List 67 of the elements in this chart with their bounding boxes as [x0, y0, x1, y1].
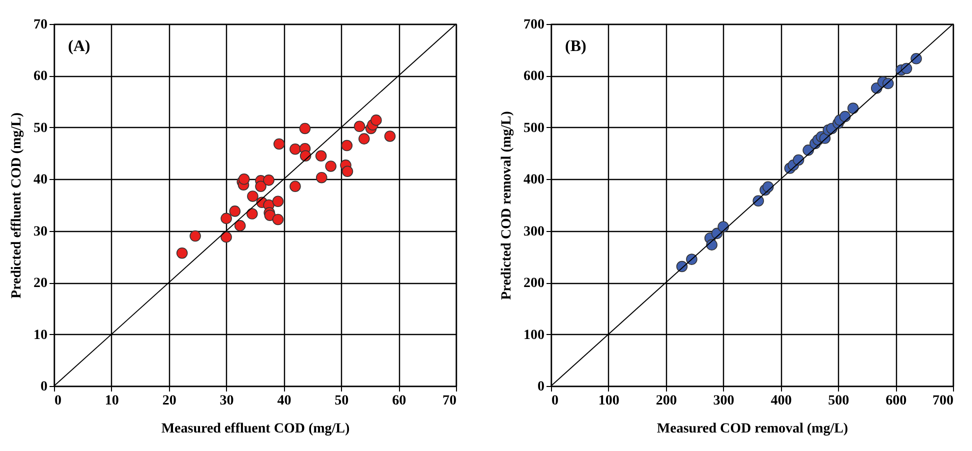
annotation: (A) [68, 38, 90, 55]
point [358, 133, 370, 144]
y-axis-title: Predicted COD removal (mg/L) [500, 110, 514, 300]
x-tick-label: 300 [713, 394, 734, 408]
point [384, 130, 396, 142]
y-tick-label: 500 [524, 120, 544, 136]
x-tick-label: 700 [932, 394, 954, 408]
point [325, 160, 336, 172]
point [272, 196, 284, 208]
x-tick-label: 200 [656, 394, 677, 408]
y-tick-label: 40 [34, 172, 48, 188]
x-tick-label: 50 [334, 394, 349, 408]
y-tick-label: 0 [538, 380, 544, 394]
annotation: (B) [565, 38, 586, 55]
x-tick-label: 30 [220, 394, 234, 408]
point [341, 140, 353, 152]
y-tick-label: 200 [524, 276, 544, 292]
y-tick-label: 60 [34, 69, 48, 84]
point [238, 174, 250, 185]
x-tick-label: 600 [886, 394, 907, 408]
x-axis-title: Measured effluent COD (mg/L) [161, 422, 350, 436]
point [264, 210, 276, 221]
y-tick-label: 30 [34, 224, 48, 240]
y-tick-label: 700 [524, 18, 544, 32]
x-tick-label: 60 [392, 394, 406, 408]
point [315, 150, 327, 162]
x-tick-label: 100 [598, 394, 620, 408]
y-tick-label: 70 [34, 18, 48, 32]
point [370, 114, 382, 126]
point [342, 166, 354, 178]
x-tick-label: 0 [54, 394, 62, 408]
x-tick-label: 0 [552, 394, 558, 408]
x-tick-label: 70 [442, 394, 456, 408]
y-tick-label: 100 [524, 328, 544, 343]
y-tick-label: 10 [34, 328, 48, 343]
x-axis-title: Measured COD removal (mg/L) [656, 422, 848, 436]
point [263, 174, 274, 186]
y-tick-label: 300 [524, 224, 544, 240]
y-tick-label: 20 [34, 276, 48, 292]
point [176, 247, 188, 259]
x-tick-label: 20 [162, 394, 176, 408]
y-tick-label: 0 [40, 380, 48, 394]
y-tick-label: 400 [524, 172, 544, 188]
point [220, 231, 232, 243]
point [246, 208, 258, 220]
x-tick-label: 500 [828, 394, 850, 408]
x-tick-label: 400 [770, 394, 792, 408]
point [255, 180, 266, 192]
point [234, 220, 246, 232]
point [273, 138, 285, 150]
point [272, 214, 284, 226]
point [290, 180, 301, 192]
point [220, 212, 232, 224]
point [247, 190, 258, 202]
point [839, 110, 851, 122]
point [299, 122, 311, 134]
point [229, 206, 241, 217]
x-tick-label: 10 [104, 394, 119, 408]
point [316, 172, 328, 184]
point [847, 102, 859, 114]
y-axis-title: Predicted effluent COD (mg/L) [10, 112, 24, 298]
y-tick-label: 600 [524, 69, 544, 84]
point [290, 144, 301, 155]
x-tick-label: 40 [277, 394, 292, 408]
point [190, 230, 201, 242]
point [354, 120, 366, 132]
y-tick-label: 50 [34, 120, 48, 136]
